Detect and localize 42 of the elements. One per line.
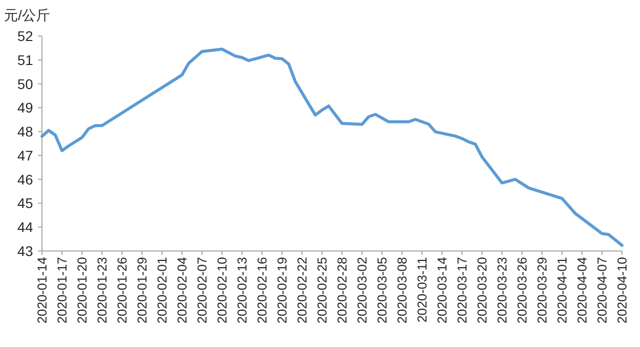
x-tick-label: 2020-01-14 xyxy=(34,257,50,324)
x-tick-label: 2020-03-14 xyxy=(434,257,450,324)
x-tick-label: 2020-02-01 xyxy=(154,257,170,324)
x-tick-label: 2020-04-01 xyxy=(554,257,570,324)
x-tick-label: 2020-02-25 xyxy=(314,257,330,324)
x-tick-label: 2020-03-23 xyxy=(494,257,510,324)
x-tick-label: 2020-02-16 xyxy=(254,257,270,324)
x-tick-label: 2020-03-02 xyxy=(354,257,370,324)
x-tick-label: 2020-03-20 xyxy=(474,257,490,324)
y-tick-label: 43 xyxy=(17,243,34,259)
y-tick-label: 44 xyxy=(17,219,34,236)
y-tick-label: 50 xyxy=(17,76,34,92)
x-tick-label: 2020-01-29 xyxy=(134,257,150,324)
y-tick-label: 46 xyxy=(17,171,34,188)
x-tick-label: 2020-01-20 xyxy=(74,257,90,324)
x-tick-label: 2020-02-10 xyxy=(214,257,230,324)
y-tick-label: 51 xyxy=(17,52,34,68)
x-tick-label: 2020-03-11 xyxy=(414,257,430,323)
y-tick-label: 49 xyxy=(17,100,34,116)
x-tick-label: 2020-04-10 xyxy=(614,257,630,324)
line-series xyxy=(40,48,624,247)
y-tick-label: 45 xyxy=(17,195,34,212)
x-tick-label: 2020-01-23 xyxy=(94,257,110,324)
x-tick-label: 2020-02-22 xyxy=(294,257,310,324)
x-tick-label: 2020-02-07 xyxy=(194,257,210,324)
y-tick-label: 48 xyxy=(17,124,34,140)
y-tick-label: 52 xyxy=(17,28,34,44)
x-tick-label: 2020-01-17 xyxy=(54,257,70,324)
x-tick-label: 2020-03-29 xyxy=(534,257,550,324)
x-tick-label: 2020-04-07 xyxy=(594,257,610,324)
y-axis-title: 元/公斤 xyxy=(4,7,50,23)
x-tick-label: 2020-03-05 xyxy=(374,257,390,324)
x-tick-label: 2020-02-19 xyxy=(274,257,290,324)
x-tick-label: 2020-02-28 xyxy=(334,257,350,324)
y-tick-label: 47 xyxy=(17,147,34,164)
x-tick-label: 2020-01-26 xyxy=(114,257,130,324)
x-tick-label: 2020-03-26 xyxy=(514,257,530,324)
x-tick-label: 2020-02-04 xyxy=(174,257,190,324)
x-tick-label: 2020-03-08 xyxy=(394,257,410,324)
x-tick-label: 2020-04-04 xyxy=(574,257,590,324)
x-tick-label: 2020-03-17 xyxy=(454,257,470,324)
x-tick-label: 2020-02-13 xyxy=(234,257,250,324)
